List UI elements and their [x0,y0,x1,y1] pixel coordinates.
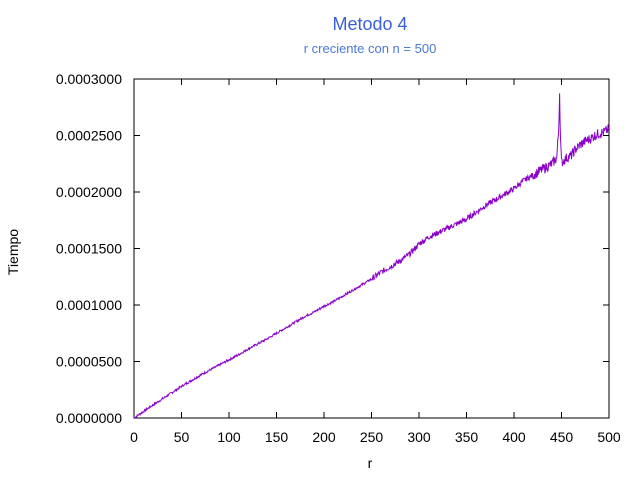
x-tick-label: 0 [130,429,138,445]
x-tick-label: 50 [174,429,190,445]
y-tick-label: 0.0001500 [56,241,122,257]
series-line [133,93,610,420]
plot-frame [133,78,610,419]
x-axis-label: r [367,455,373,471]
chart-subtitle: r creciente con n = 500 [303,41,437,56]
x-tick-label: 450 [550,429,574,445]
y-tick-label: 0.0003000 [56,71,122,87]
y-tick-label: 0.0000500 [56,354,122,370]
y-tick-label: 0.0002500 [56,128,122,144]
x-tick-label: 400 [502,429,526,445]
x-tick-label: 100 [217,429,241,445]
y-tick-label: 0.0001000 [56,297,122,313]
x-tick-label: 300 [407,429,431,445]
y-tick-label: 0.0000000 [56,410,122,426]
chart-title: Metodo 4 [332,14,408,34]
x-tick-label: 500 [597,429,621,445]
x-tick-label: 350 [455,429,479,445]
x-tick-label: 200 [312,429,336,445]
y-tick-label: 0.0002000 [56,184,122,200]
x-tick-label: 250 [360,429,384,445]
x-tick-label: 150 [265,429,289,445]
